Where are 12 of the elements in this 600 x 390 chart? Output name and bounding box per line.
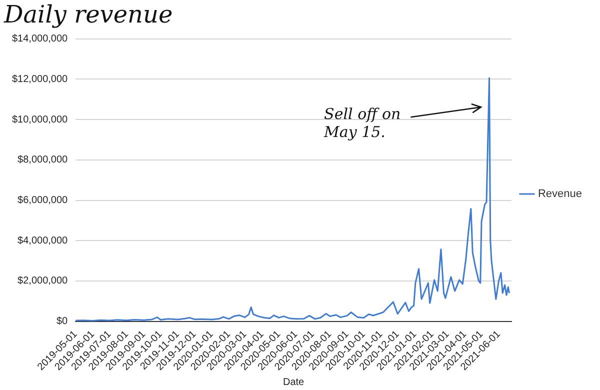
chart-title: Daily revenue — [3, 0, 173, 29]
y-tick-label: $10,000,000 — [12, 114, 68, 126]
x-axis-title: Date — [282, 376, 305, 388]
y-tick-label: $12,000,000 — [12, 74, 68, 85]
y-tick-label: $14,000,000 — [12, 34, 68, 45]
legend-label: Revenue — [538, 188, 582, 200]
y-tick-label: $2,000,000 — [18, 276, 68, 287]
y-tick-label: $8,000,000 — [18, 154, 68, 166]
annotation: Sell off on May 15. — [323, 104, 401, 141]
y-tick-label: $0 — [56, 316, 68, 328]
y-tick-label: $6,000,000 — [18, 195, 68, 206]
y-tick-label: $4,000,000 — [18, 235, 68, 246]
